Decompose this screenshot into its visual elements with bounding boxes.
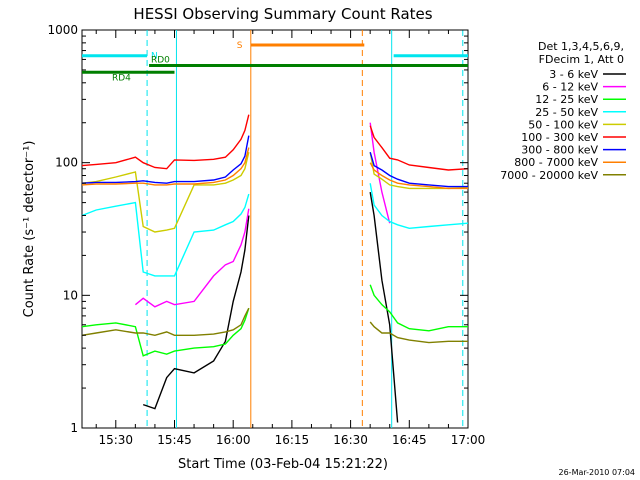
series-line	[81, 147, 468, 190]
series-line	[81, 152, 469, 233]
legend-entry-label: 6 - 12 keV	[542, 81, 598, 94]
legend-entry-label: 300 - 800 keV	[521, 144, 598, 157]
y-axis-ticks: 1 10 100 1000	[47, 23, 468, 435]
x-axis-label: Start Time (03-Feb-04 15:21:22)	[178, 457, 388, 472]
legend-header-line-2: FDecim 1, Att 0	[539, 53, 624, 66]
x-tick-label: 16:45	[392, 433, 427, 447]
x-tick-label: 16:30	[333, 433, 368, 447]
y-tick-label: 1000	[47, 23, 78, 37]
flag-label-s: S	[237, 41, 243, 51]
y-axis-label: Count Rate (s⁻¹ detector⁻¹)	[22, 141, 37, 318]
legend-entry-label: 12 - 25 keV	[535, 93, 598, 106]
legend: Det 1,3,4,5,6,9, FDecim 1, Att 0 3 - 6 k…	[500, 40, 626, 182]
y-tick-label: 100	[55, 156, 78, 170]
legend-entry-label: 50 - 100 keV	[528, 118, 598, 131]
chart-title: HESSI Observing Summary Count Rates	[133, 5, 432, 23]
flag-label-rd4: RD4	[112, 73, 131, 83]
legend-header-line-1: Det 1,3,4,5,6,9,	[538, 40, 624, 53]
series-line	[81, 183, 469, 277]
legend-entry-label: 3 - 6 keV	[549, 68, 598, 81]
x-tick-label: 15:30	[98, 433, 133, 447]
plot-frame	[81, 29, 469, 429]
legend-entry-label: 7000 - 20000 keV	[500, 169, 598, 182]
legend-entry-label: 25 - 50 keV	[535, 106, 598, 119]
legend-entry-label: 100 - 300 keV	[521, 131, 598, 144]
flag-label-rd0: RD0	[151, 56, 170, 66]
series-line	[142, 191, 399, 423]
legend-entry-label: 800 - 7000 keV	[514, 156, 598, 169]
series-line	[81, 307, 468, 344]
x-axis-ticks: 15:30 15:45 16:00 16:15 16:30 16:45 17:00	[95, 30, 486, 447]
series-line	[81, 114, 469, 171]
series-line	[81, 135, 468, 188]
x-tick-label: 16:00	[216, 433, 251, 447]
series-line	[134, 122, 391, 308]
y-tick-label: 10	[63, 288, 78, 302]
x-tick-label: 17:00	[451, 433, 486, 447]
footer-timestamp: 26-Mar-2010 07:04	[559, 468, 636, 477]
x-tick-label: 16:15	[275, 433, 310, 447]
y-tick-label: 1	[70, 421, 78, 435]
flag-label-n: N	[151, 52, 158, 62]
series-lines	[81, 114, 469, 423]
vertical-markers	[146, 30, 464, 428]
series-line	[81, 284, 468, 357]
x-tick-label: 15:45	[157, 433, 192, 447]
